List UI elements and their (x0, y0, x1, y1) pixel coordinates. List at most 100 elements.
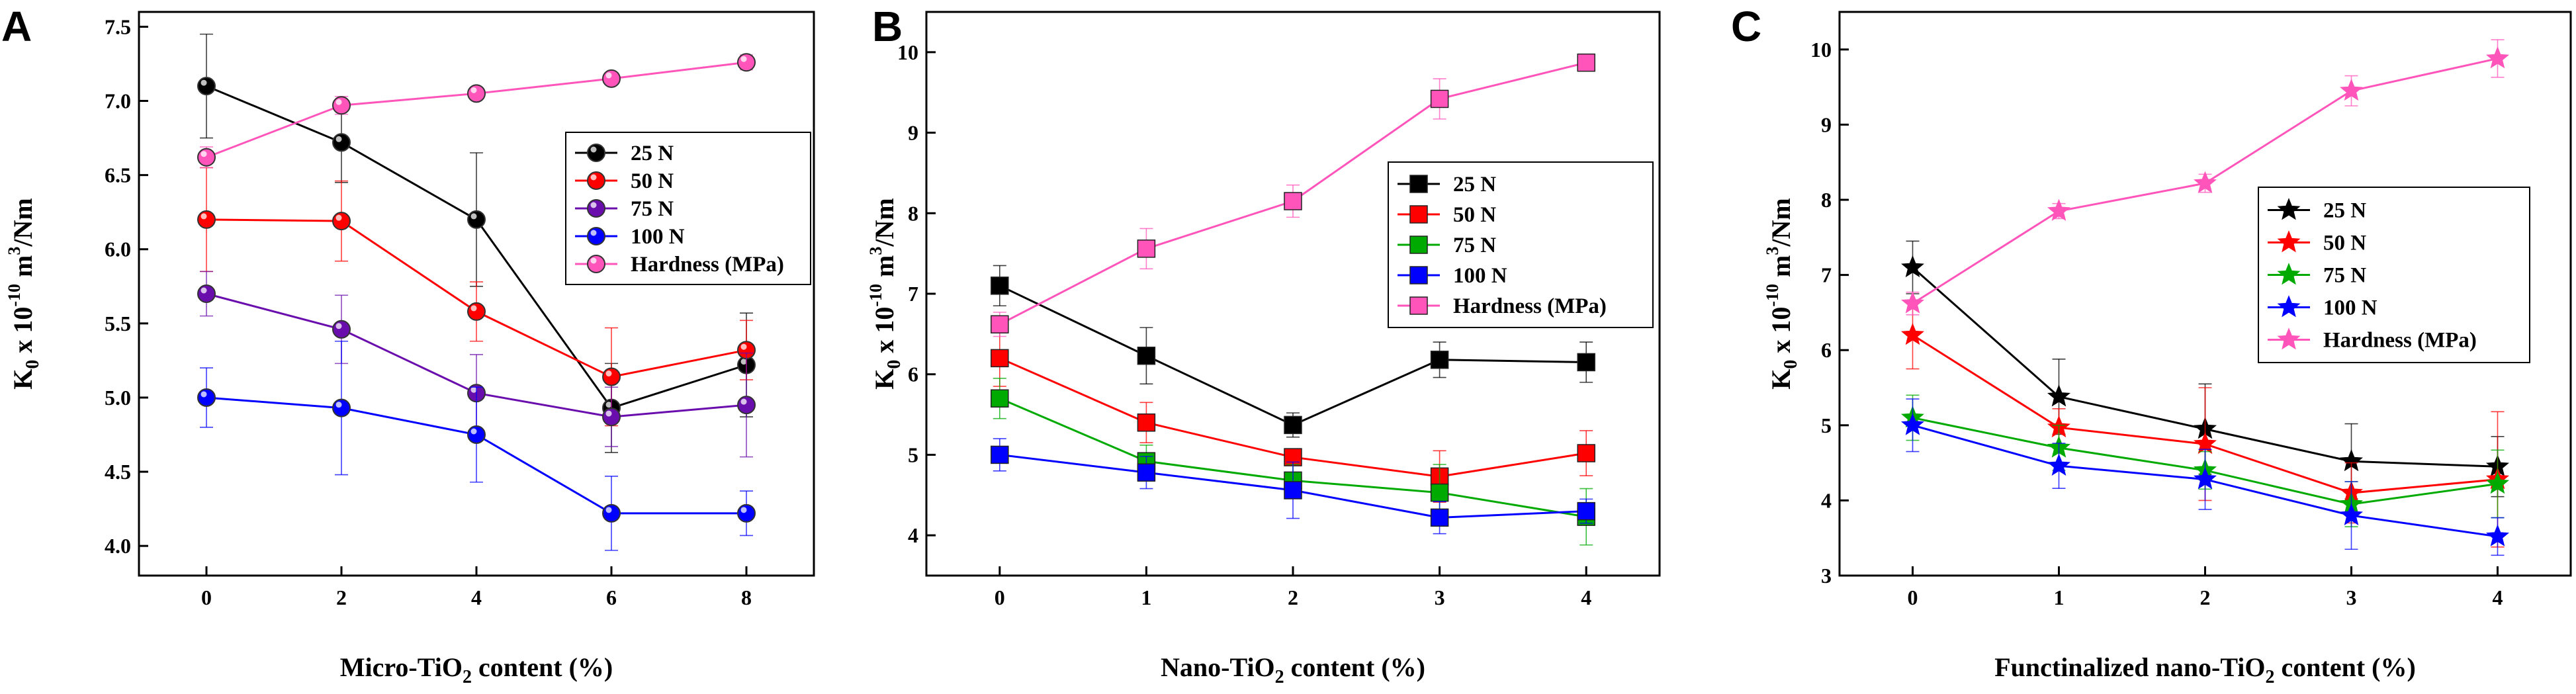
series-50-n (197, 167, 756, 427)
y-axis-title-part: 3 (1763, 247, 1782, 255)
legend-label: 75 N (631, 197, 674, 221)
data-point (2486, 472, 2509, 494)
x-axis-title: Micro-TiO2 content (%) (340, 652, 613, 687)
data-point (467, 302, 486, 321)
x-axis-title: Nano-TiO2 content (%) (1161, 652, 1425, 687)
y-axis-title: K0 x 10-10 m3/Nm (5, 198, 43, 389)
data-point-highlight (335, 402, 342, 408)
x-axis-title-subscript: 2 (463, 667, 472, 687)
legend-marker-highlight (590, 257, 597, 264)
x-tick-label: 4 (471, 586, 482, 609)
y-axis-title-part: m (1766, 255, 1796, 284)
data-point-highlight (740, 56, 747, 62)
data-point (1430, 483, 1449, 502)
legend-marker (1409, 205, 1428, 224)
data-point (2340, 503, 2363, 525)
y-axis-title-part: 3 (866, 247, 885, 255)
y-tick-label: 4.5 (105, 460, 131, 484)
panel-letter: A (1, 3, 32, 50)
y-axis-title-part: x 10 (8, 307, 38, 360)
data-point (332, 320, 351, 339)
y-tick-label: 7 (1821, 263, 1832, 287)
data-point (991, 349, 1009, 368)
y-tick-label: 7 (908, 282, 918, 306)
data-point (1284, 415, 1302, 435)
legend-marker (2277, 263, 2301, 285)
panel-letter: B (872, 3, 903, 50)
data-point (2047, 384, 2070, 407)
x-axis-title-text: Functinalized nano-TiO (1994, 652, 2265, 682)
series-100-n (197, 340, 756, 551)
x-tick-label: 4 (2493, 586, 2503, 609)
data-point (991, 315, 1009, 334)
data-point-highlight (335, 323, 342, 329)
data-point (2486, 46, 2509, 69)
data-point (1577, 444, 1595, 462)
y-tick-label: 5.0 (105, 386, 131, 410)
y-tick-label: 5.5 (105, 312, 131, 335)
legend-label: 100 N (2323, 296, 2377, 320)
data-point (197, 210, 216, 229)
legend-label: 25 N (631, 142, 674, 165)
data-point (737, 503, 756, 523)
data-point (2194, 171, 2217, 193)
legend-marker (1409, 266, 1428, 284)
x-tick-label: 1 (2054, 586, 2065, 609)
x-axis-title-text: Micro-TiO (340, 652, 463, 682)
data-point (332, 133, 351, 152)
y-axis-title: K0 x 10-10 m3/Nm (1763, 198, 1801, 389)
x-tick-label: 1 (1141, 586, 1151, 609)
legend-marker (2277, 295, 2301, 318)
data-point-highlight (200, 79, 207, 86)
y-tick-label: 6.0 (105, 238, 131, 261)
legend: 25 N 50 N 75 N 100 N Hardness (MPa) (1388, 161, 1654, 328)
series-hardness-mpa (1901, 39, 2509, 316)
data-point-highlight (605, 370, 612, 377)
y-axis-title-part: /Nm (8, 198, 38, 247)
data-point (1577, 501, 1595, 521)
data-point (1284, 192, 1302, 210)
data-point-highlight (605, 402, 612, 408)
series-hardness-mpa (197, 53, 756, 169)
data-point-highlight (470, 213, 477, 220)
data-point (737, 53, 756, 72)
data-point (1137, 346, 1156, 365)
data-point-highlight (740, 359, 747, 365)
y-axis-title-part: x 10 (1766, 307, 1796, 360)
y-axis-title-part: -10 (1763, 284, 1782, 307)
x-tick-label: 4 (1581, 586, 1591, 609)
data-point-highlight (335, 136, 342, 142)
chart-panel-a: A4.04.55.05.56.06.57.07.50 2 4 6 8Micro-TiO2… (1, 3, 815, 687)
data-point-highlight (605, 410, 612, 417)
legend-marker (1409, 175, 1428, 193)
x-axis-title-suffix: content (%) (472, 652, 613, 682)
y-axis-title-part: 0 (884, 360, 905, 369)
data-point (1577, 353, 1595, 372)
data-point (602, 69, 621, 88)
y-axis-title-part: m (8, 255, 38, 284)
data-point-highlight (470, 386, 477, 393)
data-point-highlight (470, 428, 477, 435)
legend-marker (1409, 236, 1428, 254)
x-tick-label: 2 (2200, 586, 2211, 609)
x-axis-title-suffix: content (%) (2275, 652, 2416, 682)
data-point (332, 96, 351, 115)
y-tick-label: 6 (908, 363, 918, 386)
data-point-highlight (335, 99, 342, 105)
y-tick-label: 6 (1821, 338, 1832, 362)
x-tick-label: 3 (2346, 586, 2357, 609)
data-point (602, 408, 621, 427)
data-point (1137, 413, 1156, 432)
y-axis-title-part: K (1766, 369, 1796, 390)
data-point (467, 425, 486, 444)
y-axis-title-part: 0 (1781, 360, 1801, 369)
legend-label: 25 N (1453, 173, 1496, 196)
y-tick-label: 10 (897, 40, 918, 64)
data-point (1430, 351, 1449, 369)
y-tick-label: 8 (1821, 188, 1832, 212)
data-point (991, 277, 1009, 295)
y-tick-label: 4 (1821, 488, 1832, 512)
data-point-highlight (200, 213, 207, 220)
